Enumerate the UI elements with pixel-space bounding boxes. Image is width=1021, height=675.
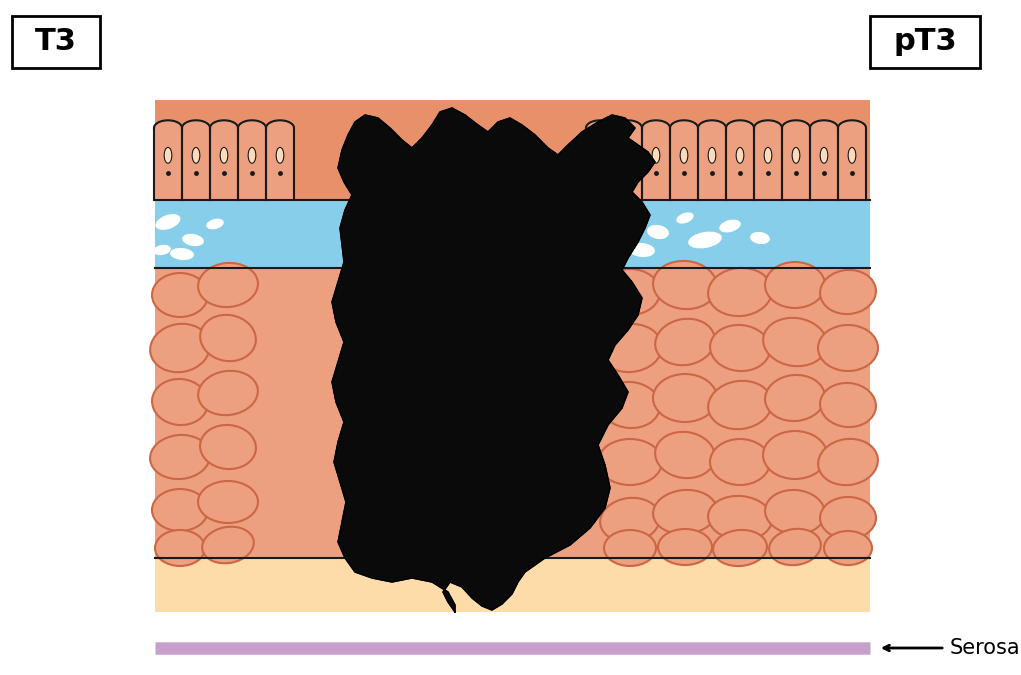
Ellipse shape [792,147,799,163]
Ellipse shape [653,374,717,422]
Ellipse shape [598,324,662,372]
Polygon shape [238,120,266,200]
Ellipse shape [153,245,171,255]
Bar [155,100,870,200]
Ellipse shape [653,261,717,309]
Ellipse shape [198,263,258,307]
Polygon shape [838,120,866,200]
Bar [155,200,870,268]
Polygon shape [586,120,614,200]
Ellipse shape [710,325,770,371]
Ellipse shape [206,219,224,230]
Polygon shape [810,120,838,200]
Ellipse shape [624,147,632,163]
Ellipse shape [658,529,712,565]
Ellipse shape [680,147,688,163]
Polygon shape [210,120,238,200]
Ellipse shape [719,219,741,232]
Text: Serosa: Serosa [950,638,1021,658]
Ellipse shape [824,531,872,565]
Ellipse shape [600,269,660,315]
Polygon shape [642,120,670,200]
Bar [155,268,870,558]
Ellipse shape [164,147,172,163]
Ellipse shape [276,147,284,163]
Ellipse shape [610,211,640,229]
Ellipse shape [818,439,878,485]
Polygon shape [154,120,182,200]
Polygon shape [782,120,810,200]
Ellipse shape [647,225,669,239]
Polygon shape [753,120,782,200]
Ellipse shape [600,382,660,428]
Ellipse shape [604,530,657,566]
Ellipse shape [765,490,825,534]
Ellipse shape [655,319,715,365]
Ellipse shape [763,318,827,366]
Ellipse shape [155,214,181,230]
Ellipse shape [653,490,717,534]
Ellipse shape [765,262,825,308]
Ellipse shape [155,530,205,566]
Ellipse shape [150,435,210,479]
Ellipse shape [152,273,208,317]
Ellipse shape [820,383,876,427]
Ellipse shape [200,425,256,469]
Bar [12,16,100,68]
Ellipse shape [709,147,716,163]
Ellipse shape [750,232,770,244]
Bar [870,16,980,68]
Ellipse shape [629,243,654,257]
Ellipse shape [221,147,228,163]
Bar [155,558,870,612]
Ellipse shape [820,270,876,314]
Ellipse shape [820,147,828,163]
Ellipse shape [818,325,878,371]
Ellipse shape [600,498,660,542]
Ellipse shape [202,526,254,564]
Text: pT3: pT3 [893,28,957,57]
Ellipse shape [182,234,204,246]
Ellipse shape [848,147,856,163]
Ellipse shape [763,431,827,479]
Ellipse shape [709,381,772,429]
Polygon shape [614,120,642,200]
Ellipse shape [655,432,715,478]
Ellipse shape [200,315,256,361]
Ellipse shape [688,232,722,248]
Ellipse shape [171,248,194,260]
Ellipse shape [192,147,200,163]
Ellipse shape [736,147,744,163]
Ellipse shape [820,497,876,539]
Ellipse shape [598,439,662,485]
Ellipse shape [152,489,208,531]
Polygon shape [266,120,294,200]
Ellipse shape [198,481,258,523]
Ellipse shape [248,147,256,163]
Polygon shape [698,120,726,200]
Polygon shape [670,120,698,200]
Polygon shape [332,108,655,612]
Polygon shape [726,120,753,200]
Ellipse shape [713,530,767,566]
Ellipse shape [676,213,693,223]
Ellipse shape [708,268,772,316]
Ellipse shape [198,371,258,415]
Ellipse shape [596,147,603,163]
Polygon shape [182,120,210,200]
Text: T3: T3 [35,28,77,57]
Ellipse shape [764,147,772,163]
Ellipse shape [769,529,821,565]
Ellipse shape [150,324,210,372]
Ellipse shape [152,379,208,425]
Ellipse shape [765,375,825,421]
Ellipse shape [652,147,660,163]
Ellipse shape [710,439,770,485]
Ellipse shape [709,496,772,540]
